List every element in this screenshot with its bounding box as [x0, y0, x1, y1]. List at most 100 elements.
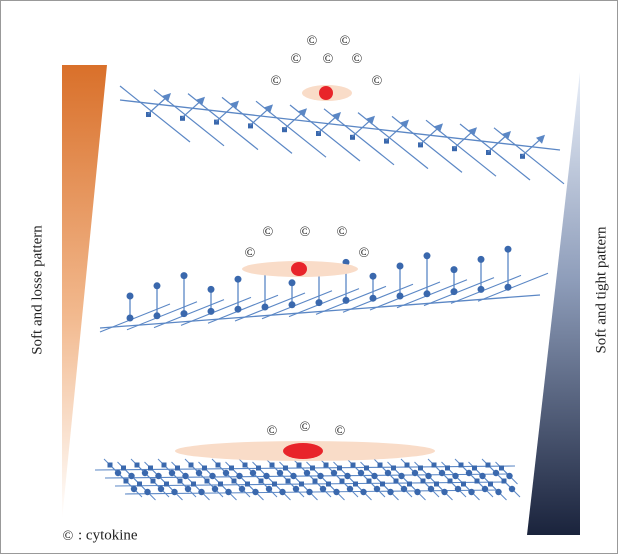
node [337, 466, 342, 471]
node [459, 463, 464, 468]
node [495, 489, 501, 495]
node [191, 482, 196, 487]
node [347, 486, 353, 492]
node [162, 463, 167, 468]
node [428, 486, 434, 492]
pin-foot [235, 306, 242, 313]
cytokine: © [335, 424, 346, 439]
cytokine: © [263, 225, 274, 240]
pin-foot [478, 286, 485, 293]
node [252, 489, 258, 495]
cytokine: © [300, 225, 311, 240]
node [131, 486, 137, 492]
node [421, 479, 426, 484]
node [405, 463, 410, 468]
pin-foot [370, 295, 377, 302]
pin-head [127, 293, 134, 300]
node [212, 486, 218, 492]
node [445, 466, 450, 471]
node [324, 463, 329, 468]
pin-foot [397, 293, 404, 300]
node [225, 489, 231, 495]
node [232, 479, 237, 484]
pin-head [208, 286, 215, 293]
cytokine: © [245, 246, 256, 261]
pin-head [370, 273, 377, 280]
pin-foot [127, 315, 134, 322]
node [333, 489, 339, 495]
node [279, 489, 285, 495]
pin-foot [316, 299, 323, 306]
node [121, 466, 126, 471]
node [367, 479, 372, 484]
node [374, 486, 380, 492]
pin-head [397, 263, 404, 270]
node [320, 486, 326, 492]
node [488, 482, 493, 487]
node [216, 463, 221, 468]
node [380, 482, 385, 487]
node [218, 482, 223, 487]
cytokine: © [340, 34, 351, 49]
cell [319, 86, 333, 100]
node [391, 466, 396, 471]
node [299, 482, 304, 487]
node [360, 489, 366, 495]
cytokine: © [300, 420, 311, 435]
node [499, 466, 504, 471]
node [148, 466, 153, 471]
pin-foot [505, 284, 512, 291]
legend-text: : cytokine [78, 527, 138, 543]
node [144, 489, 150, 495]
node [297, 463, 302, 468]
node [414, 489, 420, 495]
pin-foot [289, 301, 296, 308]
node [259, 479, 264, 484]
node [340, 479, 345, 484]
node [124, 479, 129, 484]
node [164, 482, 169, 487]
node [175, 466, 180, 471]
legend-symbol: © [63, 529, 74, 544]
node [243, 463, 248, 468]
node [158, 486, 164, 492]
node [378, 463, 383, 468]
cytokine: © [372, 74, 383, 89]
node [468, 489, 474, 495]
pin-head [478, 256, 485, 263]
node [509, 486, 515, 492]
pin-head [154, 282, 161, 289]
page: Soft and losse pattern Soft and tight pa… [0, 0, 618, 554]
node [245, 482, 250, 487]
cell [283, 443, 323, 459]
node [205, 479, 210, 484]
pin-foot [154, 312, 161, 319]
node [135, 463, 140, 468]
cytokine: © [359, 246, 370, 261]
node [171, 489, 177, 495]
cytokine: © [352, 52, 363, 67]
node [434, 482, 439, 487]
node [185, 486, 191, 492]
cytokine: © [267, 424, 278, 439]
pin-foot [343, 297, 350, 304]
node [293, 486, 299, 492]
diagram: Soft and losse pattern Soft and tight pa… [0, 0, 618, 554]
node [351, 463, 356, 468]
node [256, 466, 261, 471]
left-label: Soft and losse pattern [29, 225, 45, 355]
node [461, 482, 466, 487]
node [137, 482, 142, 487]
pin-head [289, 279, 296, 286]
node [448, 479, 453, 484]
cell [291, 262, 307, 276]
node [272, 482, 277, 487]
node [229, 466, 234, 471]
pin-head [505, 246, 512, 253]
node [401, 486, 407, 492]
node [266, 486, 272, 492]
node [189, 463, 194, 468]
pin-foot [424, 290, 431, 297]
node [306, 489, 312, 495]
node [283, 466, 288, 471]
